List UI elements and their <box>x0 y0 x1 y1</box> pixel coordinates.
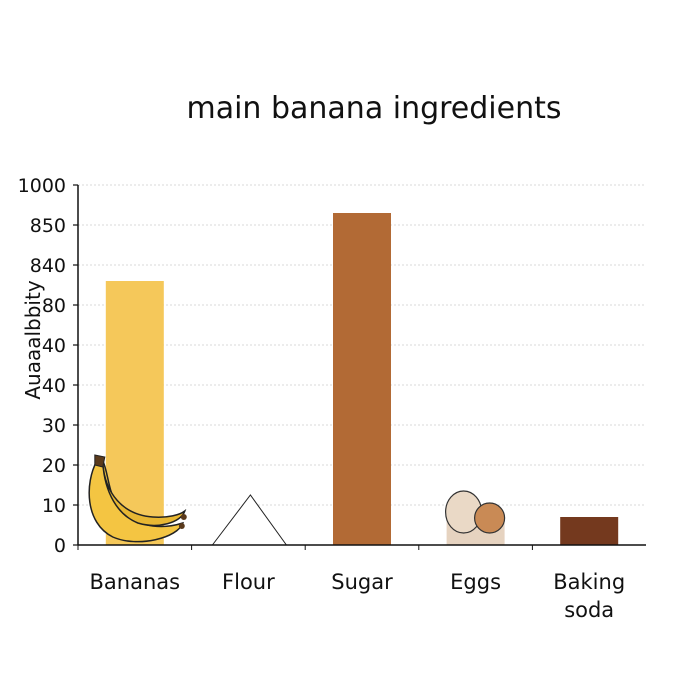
y-tick-label: 0 <box>54 535 66 557</box>
y-tick-labels: 0 10 20 30 40 40 80 840 850 1000 <box>18 175 66 557</box>
y-tick-label: 80 <box>42 295 66 317</box>
bar-flour <box>211 494 288 546</box>
x-tick-label: Sugar <box>331 570 393 594</box>
x-tick-label: Eggs <box>450 570 501 594</box>
y-tick-label: 40 <box>42 335 66 357</box>
y-axis-label: Auaaalbbity <box>21 280 45 399</box>
bar-sugar <box>333 213 391 545</box>
y-tick-label: 40 <box>42 375 66 397</box>
eggs-icon <box>445 490 506 534</box>
x-tick-label: Bananas <box>90 570 181 594</box>
y-tick-label: 30 <box>42 415 66 437</box>
bar-baking-soda <box>560 517 619 545</box>
bars <box>105 213 619 546</box>
y-tick-label: 10 <box>42 495 66 517</box>
y-tick-label: 1000 <box>18 175 66 197</box>
x-tick-labels: Bananas Flour Sugar Eggs Baking soda <box>90 570 626 622</box>
bar-icons <box>88 454 506 543</box>
y-tick-label: 850 <box>30 215 66 237</box>
y-tick-label: 20 <box>42 455 66 477</box>
y-tick-label: 840 <box>30 255 66 277</box>
banana-icon <box>88 454 187 543</box>
x-tick-label: Baking soda <box>553 570 625 622</box>
x-tick-label: Flour <box>222 570 275 594</box>
axes <box>73 184 646 550</box>
chart-title: main banana ingredients <box>186 91 561 126</box>
